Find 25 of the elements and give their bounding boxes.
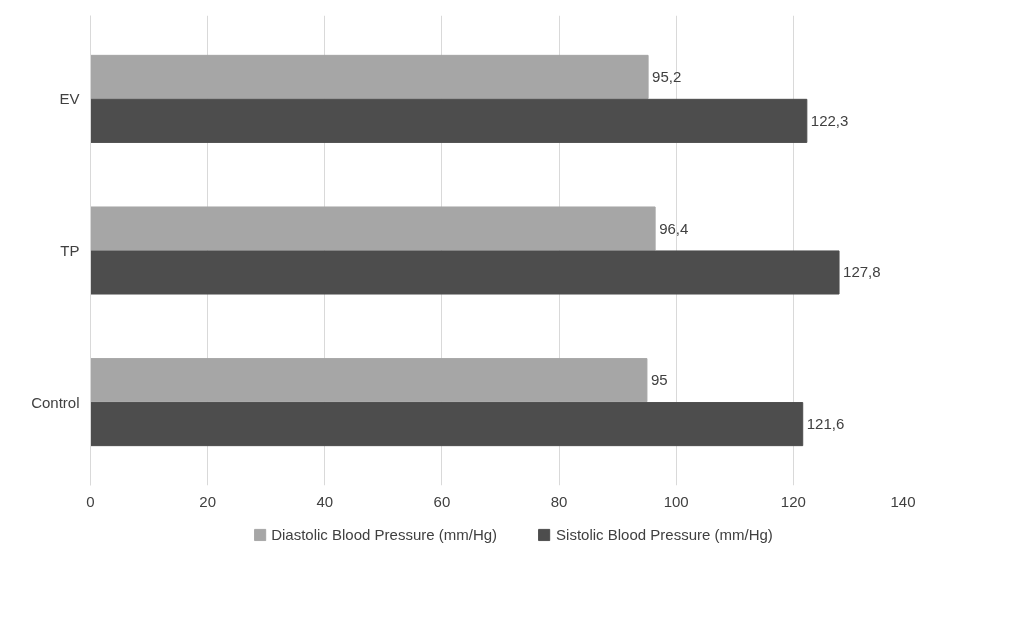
bar bbox=[90, 54, 649, 99]
x-tick-label: 80 bbox=[550, 492, 568, 510]
bar bbox=[90, 402, 804, 447]
y-tick-label: TP bbox=[60, 242, 80, 259]
y-tick-label: EV bbox=[59, 90, 80, 108]
bar bbox=[90, 358, 648, 403]
x-tick-label: 0 bbox=[86, 492, 95, 510]
bar bbox=[90, 98, 808, 143]
legend-label: Sistolic Blood Pressure (mm/Hg) bbox=[556, 525, 773, 543]
legend-label: Diastolic Blood Pressure (mm/Hg) bbox=[271, 525, 498, 543]
data-label: 96,4 bbox=[659, 219, 689, 237]
x-tick-label: 60 bbox=[433, 492, 451, 510]
data-label: 122,3 bbox=[810, 111, 849, 129]
x-tick-label: 40 bbox=[316, 492, 334, 510]
bar bbox=[90, 250, 840, 295]
x-tick-label: 120 bbox=[780, 492, 806, 510]
data-label: 95,2 bbox=[652, 67, 682, 85]
data-label: 95 bbox=[650, 371, 668, 389]
x-tick-label: 140 bbox=[890, 492, 916, 510]
x-tick-label: 20 bbox=[199, 492, 216, 510]
bar bbox=[90, 206, 656, 251]
data-label: 127,8 bbox=[843, 263, 881, 281]
data-label: 121,6 bbox=[806, 415, 845, 433]
x-tick-label: 100 bbox=[663, 492, 689, 510]
y-tick-label: Control bbox=[31, 393, 80, 411]
